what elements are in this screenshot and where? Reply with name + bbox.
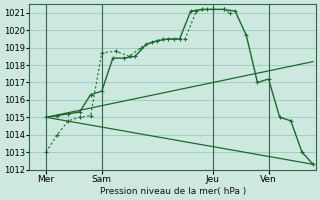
X-axis label: Pression niveau de la mer( hPa ): Pression niveau de la mer( hPa ) bbox=[100, 187, 246, 196]
